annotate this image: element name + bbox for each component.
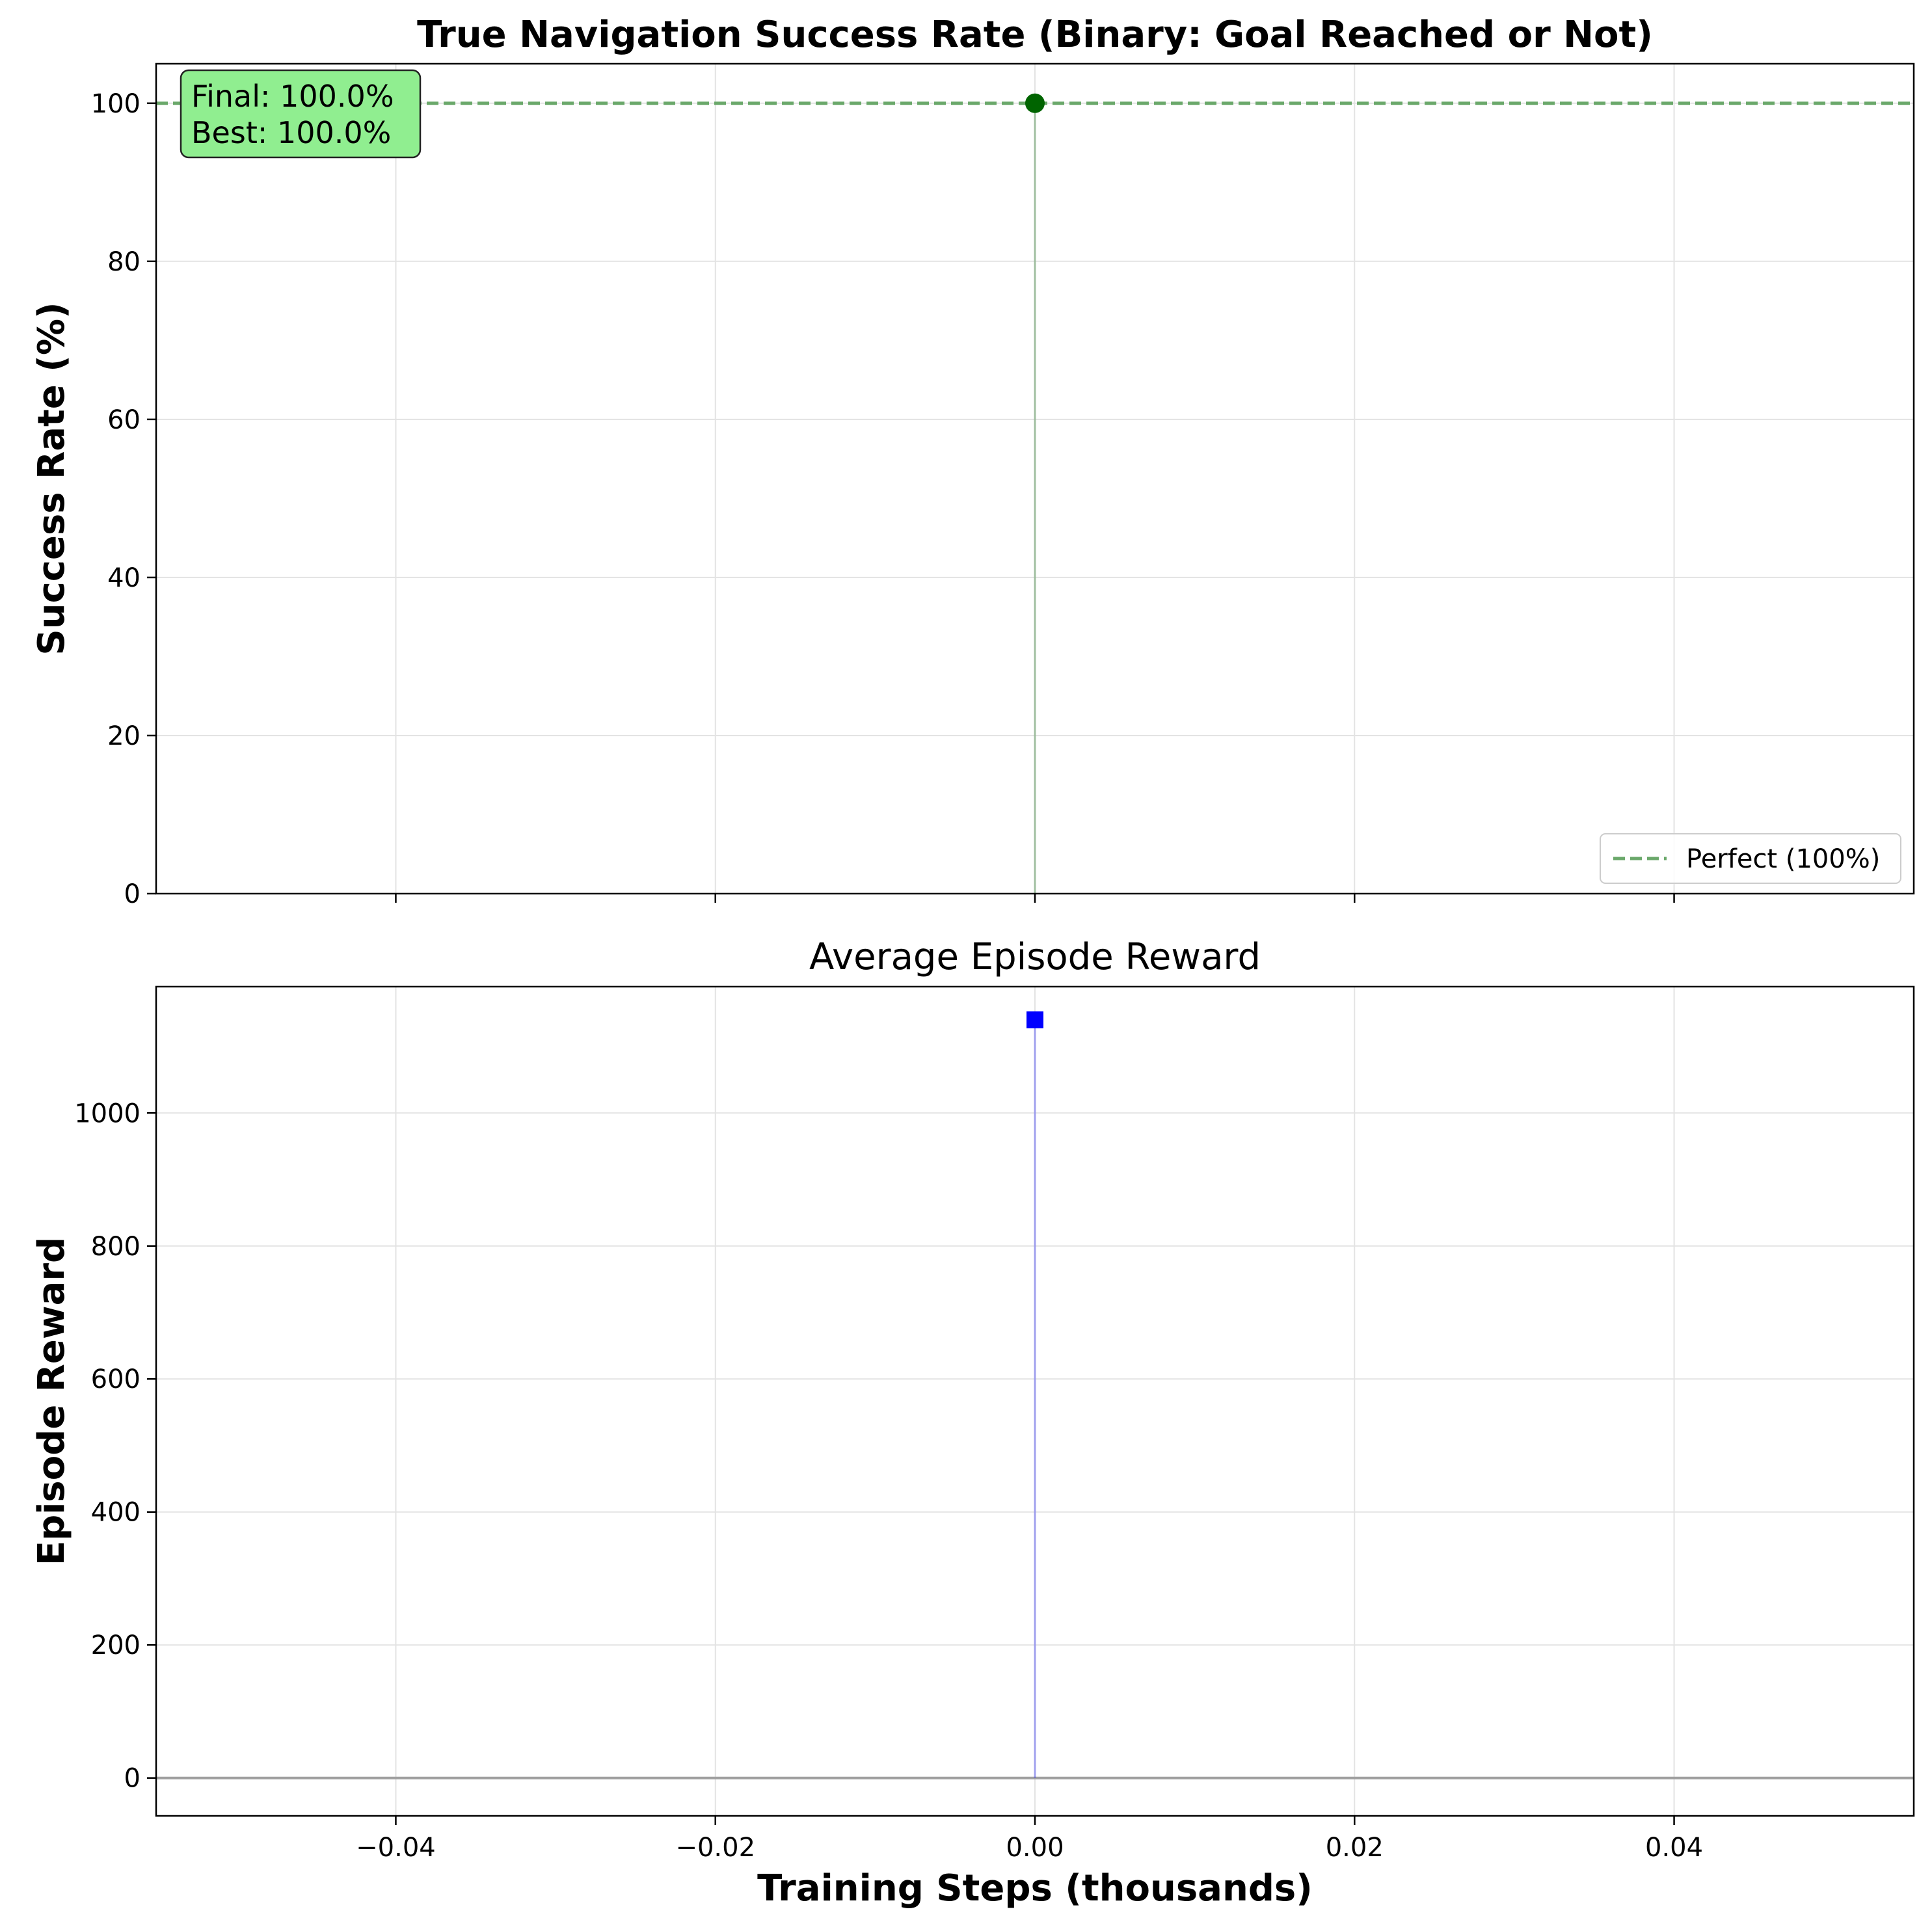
data-point: [1026, 1011, 1043, 1029]
x-tick-label: 0.02: [1326, 1833, 1384, 1863]
y-tick-label: 0: [124, 1764, 141, 1794]
x-tick-label: 0.00: [1006, 1833, 1064, 1863]
x-tick-label: −0.02: [675, 1833, 755, 1863]
chart-title: True Navigation Success Rate (Binary: Go…: [417, 14, 1653, 56]
stats-annotation-line: Final: 100.0%: [191, 79, 394, 114]
y-tick-label: 40: [107, 563, 141, 593]
y-tick-label: 1000: [74, 1099, 141, 1128]
y-tick-label: 800: [91, 1232, 141, 1262]
y-tick-label: 60: [107, 405, 141, 435]
y-tick-label: 600: [91, 1365, 141, 1394]
subplot-2: −0.04 −0.02 0.00 0.02 0.04 0 200 400 600 800 1000 A…: [31, 936, 1915, 1910]
y-tick-label: 20: [107, 721, 141, 751]
x-tick-label: 0.04: [1645, 1833, 1703, 1863]
legend-box: [1600, 833, 1901, 884]
y-tick-label: 0: [124, 879, 141, 909]
chart-title: Average Episode Reward: [809, 936, 1261, 978]
x-axis-label: Training Steps (thousands): [757, 1867, 1313, 1910]
y-axis-label: Success Rate (%): [31, 302, 73, 655]
stats-annotation-line: Best: 100.0%: [191, 115, 391, 150]
x-tick-label: −0.04: [356, 1833, 436, 1863]
y-tick-label: 80: [107, 247, 141, 277]
subplot-1: 0 20 40 60 80 100 True Navigation Success Rate…: [31, 14, 1915, 909]
stats-annotation-box: [180, 69, 422, 159]
data-point: [1025, 93, 1045, 113]
y-tick-label: 200: [91, 1631, 141, 1660]
y-tick-label: 100: [91, 89, 141, 119]
y-axis-label: Episode Reward: [31, 1237, 73, 1565]
legend-entry: Perfect (100%): [1686, 844, 1880, 874]
y-tick-label: 400: [91, 1498, 141, 1528]
